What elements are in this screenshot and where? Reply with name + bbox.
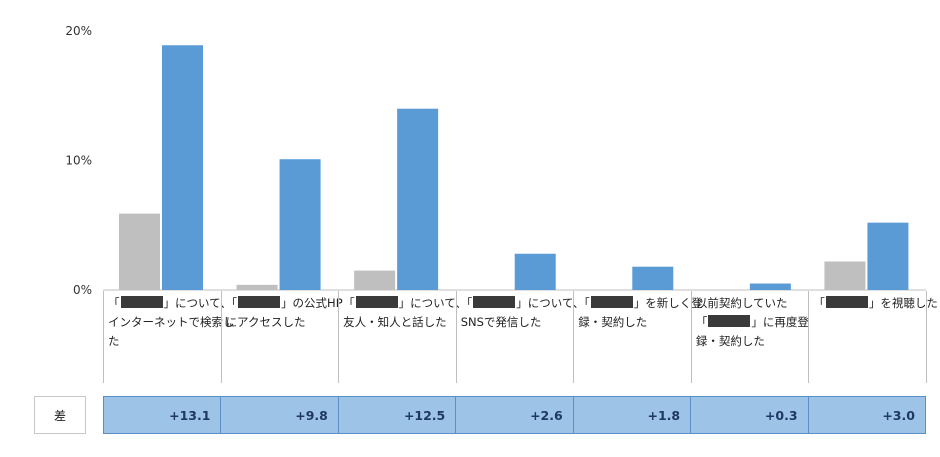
difference-value-6: +3.0	[807, 397, 925, 433]
category-label-4: 「 」を新しく登録・契約した	[573, 291, 703, 383]
bar-blue-5	[749, 283, 791, 290]
category-label-3: 「 」について、 SNSで発信した	[455, 291, 584, 383]
category-text: 」を視聴した	[868, 296, 938, 310]
y-tick-label: 20%	[65, 24, 92, 38]
bar-blue-0	[162, 45, 203, 291]
redacted-block	[473, 296, 516, 308]
category-text: 」について、	[516, 296, 585, 310]
category-text: た	[108, 334, 120, 348]
y-tick-label: 0%	[73, 283, 92, 297]
category-text: 「	[460, 296, 473, 310]
bar-blue-4	[632, 266, 674, 290]
y-tick-label: 10%	[65, 154, 92, 168]
category-label-0: 「」について、 インターネットで検索した	[103, 291, 235, 383]
bar-gray-1	[236, 284, 278, 290]
category-label-2: 「 」について、友人・知人と話した	[338, 291, 467, 383]
category-text: 」を新しく登	[633, 296, 703, 310]
bar-blue-6	[867, 222, 909, 290]
redacted-block	[355, 296, 398, 308]
category-text: 録・契約した	[578, 315, 648, 329]
category-text: 「	[578, 296, 590, 310]
category-label-6: 「 」を視聴した	[808, 291, 938, 383]
difference-value-2: +12.5	[337, 397, 455, 433]
redacted-block	[825, 296, 868, 308]
difference-row: +13.1 +9.8 +12.5 +2.6 +1.8 +0.3 +3.0	[103, 396, 926, 434]
category-text: 」に再度登	[751, 315, 809, 329]
bar-chart: 20% 10% 0%	[65, 24, 926, 297]
redacted-block	[708, 315, 751, 327]
redacted-block	[120, 296, 163, 308]
category-text: 友人・知人と話した	[343, 315, 447, 329]
category-text: にアクセスした	[225, 315, 306, 329]
difference-value-4: +1.8	[572, 397, 690, 433]
category-text: 録・契約した	[695, 334, 765, 348]
bar-blue-1	[279, 159, 321, 290]
redacted-block	[238, 296, 281, 308]
difference-value-5: +0.3	[690, 397, 807, 433]
category-text: 」について、	[163, 296, 232, 310]
category-text: インターネットで検索し	[108, 315, 235, 329]
category-text: 以前契約していた	[695, 296, 788, 310]
category-text: 「	[108, 296, 120, 310]
category-border	[926, 291, 927, 383]
category-label-1: 「 」の公式HP にアクセスした	[220, 291, 343, 383]
category-text: 「	[695, 315, 708, 329]
bar-gray-2	[354, 270, 396, 290]
bar-blue-3	[514, 253, 556, 290]
bars	[119, 45, 909, 291]
category-text: 「	[813, 296, 825, 310]
bar-gray-6	[824, 261, 866, 290]
difference-value-3: +2.6	[455, 397, 572, 433]
bar-blue-2	[397, 108, 439, 290]
difference-value-0: +13.1	[169, 407, 211, 423]
category-text: 「	[343, 296, 355, 310]
difference-row-label: 差	[34, 396, 86, 434]
category-label-5: 以前契約していた「 」に再度登録・契約した	[690, 291, 809, 383]
difference-value-1: +9.8	[220, 397, 337, 433]
category-text: SNSで発信した	[460, 315, 542, 329]
bar-gray-0	[119, 213, 160, 290]
category-text: 」について、	[398, 296, 467, 310]
redacted-block	[590, 296, 633, 308]
category-text: 「	[225, 296, 238, 310]
category-text: 」の公式HP	[281, 296, 343, 310]
